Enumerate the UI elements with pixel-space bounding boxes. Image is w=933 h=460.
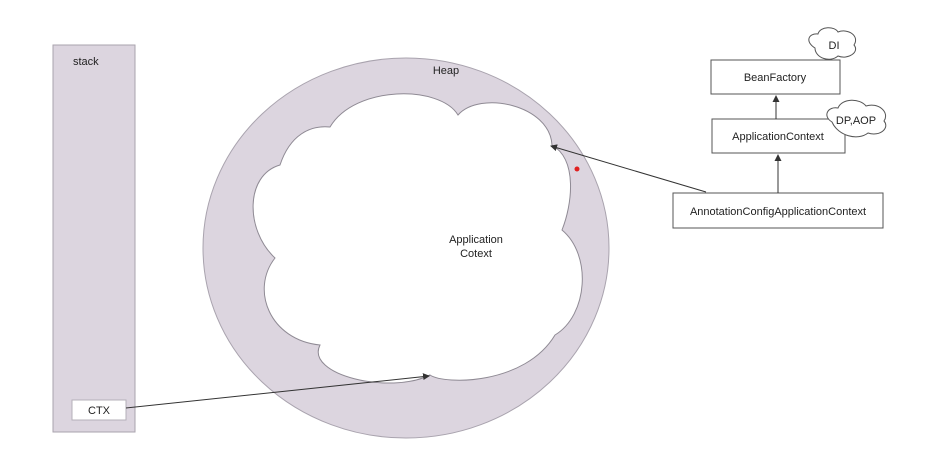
- bean-factory-label: BeanFactory: [744, 72, 807, 84]
- ctx-reference-line: [125, 373, 430, 409]
- di-cloud: [808, 27, 856, 60]
- annotation-config-box: [672, 192, 884, 229]
- stack-region: [52, 44, 136, 433]
- bean-factory-box: [710, 59, 841, 95]
- ctx-box: [71, 399, 127, 421]
- application-context-label-line1: Application: [449, 234, 503, 246]
- di-cloud-label: DI: [829, 40, 840, 52]
- ctx-label: CTX: [88, 405, 111, 417]
- application-context-label-line2: Cotext: [460, 248, 492, 260]
- annotation-config-label: AnnotationConfigApplicationContext: [690, 206, 866, 218]
- application-context-cloud: [252, 93, 583, 384]
- dp-aop-cloud: [826, 99, 887, 138]
- red-marker-dot: [574, 166, 580, 172]
- stack-label: stack: [73, 56, 99, 68]
- application-context-box: [711, 118, 846, 154]
- application-context-box-label: ApplicationContext: [732, 131, 824, 143]
- heap-label: Heap: [433, 65, 459, 77]
- arrow-annotationconfig-to-heap-context: [550, 144, 707, 193]
- dp-aop-cloud-label: DP,AOP: [836, 115, 876, 127]
